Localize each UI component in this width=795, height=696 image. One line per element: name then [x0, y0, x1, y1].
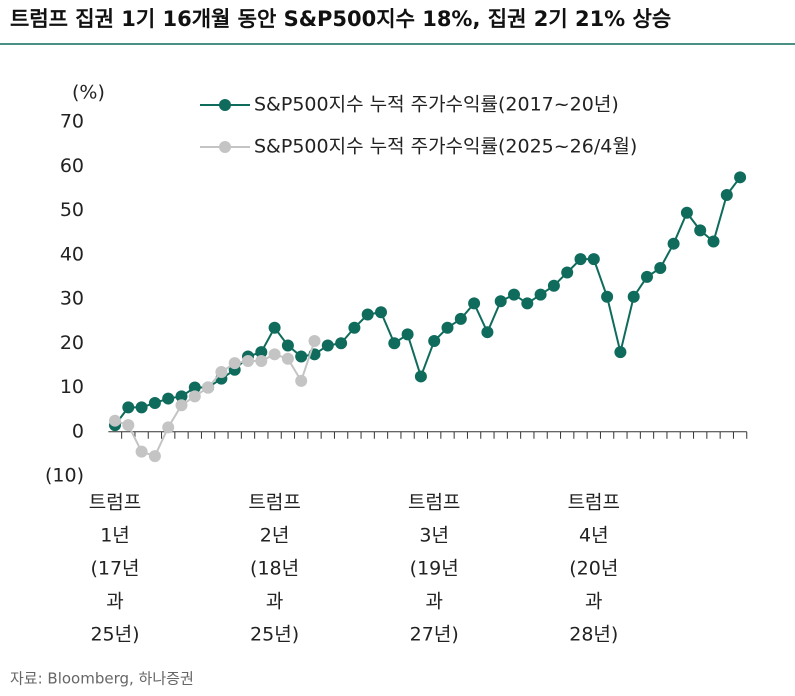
source: 자료: Bloomberg, 하나증권 — [10, 670, 194, 688]
y-tick-label: 0 — [72, 420, 84, 442]
x-tick-label: 25년) — [90, 624, 139, 646]
point — [215, 366, 228, 379]
point — [587, 253, 600, 266]
y-tick-label: 70 — [60, 111, 84, 133]
point — [148, 450, 161, 463]
x-tick-label: 25년) — [250, 624, 299, 646]
point — [175, 399, 188, 412]
point — [255, 346, 268, 359]
point — [454, 312, 467, 325]
x-tick-label: 28년) — [569, 624, 618, 646]
point — [135, 445, 148, 458]
point — [242, 354, 254, 367]
y-tick-label: 20 — [60, 332, 84, 354]
point — [534, 288, 547, 301]
point — [601, 290, 614, 303]
y-tick-label: 50 — [60, 199, 84, 221]
x-tick-label: (19년 — [410, 558, 459, 580]
point — [707, 235, 720, 248]
y-tick-label: 30 — [60, 288, 84, 310]
x-tick-label: 과 — [425, 591, 442, 613]
point — [228, 357, 241, 370]
point — [348, 321, 361, 334]
point — [202, 381, 215, 394]
point — [694, 224, 707, 237]
point — [135, 401, 148, 414]
x-tick-label: 과 — [266, 591, 283, 613]
x-tick-label: (20년 — [569, 558, 618, 580]
point — [268, 348, 281, 361]
x-tick-label: 트럼프 — [248, 492, 300, 514]
point — [720, 189, 733, 202]
point — [295, 350, 308, 363]
point — [295, 374, 308, 387]
x-tick-label: 4년 — [579, 525, 609, 547]
point — [268, 321, 281, 334]
point — [281, 352, 294, 365]
point — [335, 337, 348, 350]
point — [614, 346, 627, 359]
x-tick-label: (17년 — [90, 558, 139, 580]
point — [188, 390, 201, 403]
point — [547, 279, 560, 292]
point — [468, 297, 481, 310]
point — [521, 297, 534, 310]
point — [281, 339, 294, 352]
x-tick-label: 트럼프 — [408, 492, 460, 514]
point — [508, 288, 520, 301]
point — [375, 306, 387, 319]
point — [148, 396, 161, 409]
x-tick-label: 27년) — [410, 624, 459, 646]
point — [109, 414, 121, 427]
point — [308, 335, 321, 348]
point — [361, 308, 374, 321]
point — [667, 237, 680, 250]
point — [641, 270, 653, 283]
legend-label: S&P500지수 누적 주가수익률(2025~26/4월) — [254, 136, 637, 158]
x-tick-label: 1년 — [100, 525, 130, 547]
x-tick-label: 트럼프 — [568, 492, 620, 514]
point — [561, 266, 574, 279]
point — [175, 390, 188, 403]
y-tick-label: (10) — [45, 465, 84, 487]
x-tick-label: 2년 — [260, 525, 290, 547]
point — [627, 290, 640, 303]
point — [441, 321, 454, 334]
point — [734, 171, 747, 184]
y-tick-label: 60 — [60, 155, 84, 177]
x-tick-label: (18년 — [250, 558, 299, 580]
point — [122, 401, 135, 414]
point — [574, 253, 587, 266]
chart-title: 트럼프 집권 1기 16개월 동안 S&P500지수 18%, 집권 2기 21… — [10, 7, 671, 31]
x-tick-label: 3년 — [419, 525, 449, 547]
series-line — [114, 340, 316, 458]
point — [414, 370, 427, 383]
point — [654, 262, 667, 275]
y-tick-label: 40 — [60, 243, 84, 265]
point — [162, 421, 175, 434]
point — [188, 381, 201, 394]
legend-marker — [219, 141, 231, 153]
point — [494, 295, 507, 308]
y-tick-label: 10 — [60, 376, 84, 398]
point — [428, 335, 441, 348]
x-tick-label: 트럼프 — [89, 492, 141, 514]
point — [388, 337, 401, 350]
point — [481, 326, 494, 339]
point — [162, 392, 175, 405]
point — [122, 419, 135, 432]
point — [680, 206, 693, 219]
legend-label: S&P500지수 누적 주가수익률(2017~20년) — [254, 94, 619, 116]
x-tick-label: 과 — [585, 591, 602, 613]
point — [401, 328, 414, 341]
point — [255, 354, 268, 367]
legend-marker — [219, 99, 231, 111]
y-unit: (%) — [72, 82, 105, 104]
point — [321, 339, 334, 352]
x-tick-label: 과 — [106, 591, 123, 613]
